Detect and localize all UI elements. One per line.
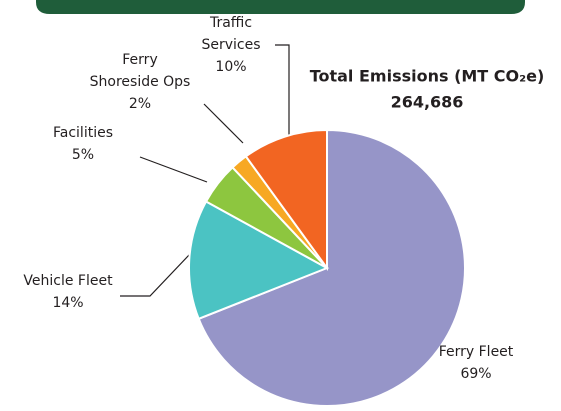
slice-label: Ferry Shoreside Ops 2%: [90, 49, 191, 115]
pie-slice: [197, 128, 466, 407]
category-label: Vehicle Fleet: [23, 273, 113, 289]
pie-slice: [188, 200, 330, 321]
slice-label: Facilities 5%: [53, 122, 113, 166]
category-label: Facilities: [53, 125, 113, 141]
slice-label: Traffic Services 10%: [201, 12, 260, 78]
slice-label: Ferry Fleet 69%: [439, 341, 514, 385]
value-label: 69%: [460, 366, 492, 382]
slice-label: Vehicle Fleet 14%: [23, 270, 112, 314]
value-label: 10%: [215, 59, 247, 75]
leader-line: [203, 103, 244, 144]
value-label: 14%: [52, 295, 84, 311]
category-label: Ferry Fleet: [438, 344, 514, 360]
category-label: Ferry Shoreside Ops: [89, 52, 191, 90]
leader-line: [275, 44, 290, 152]
pie: [188, 128, 466, 407]
leader-line: [139, 156, 208, 183]
leader-lines: [120, 44, 290, 297]
leader-line: [120, 253, 191, 297]
chart-subtitle: 264,686: [390, 92, 464, 112]
category-label: Traffic Services: [201, 15, 261, 53]
value-label: 2%: [128, 96, 152, 112]
value-label: 5%: [71, 147, 95, 163]
pie-slice: [244, 128, 328, 272]
header-band: [36, 0, 525, 14]
chart-title: Total Emissions (MT CO₂e): [309, 66, 545, 86]
